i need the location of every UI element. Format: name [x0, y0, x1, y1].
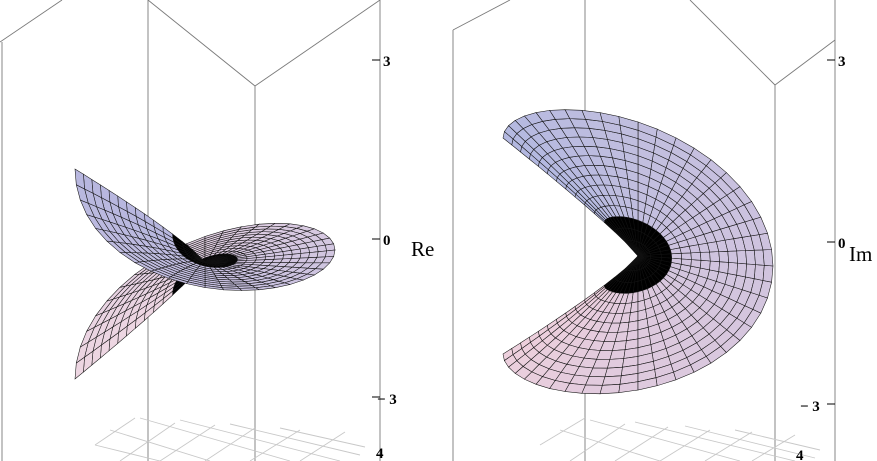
tick-label-4: 4 — [796, 448, 804, 461]
z-axis-ticks-im: 3 0 − 3 4 — [796, 54, 846, 461]
bounding-box-im — [452, 0, 836, 461]
surface-re — [74, 168, 336, 380]
tick-label-3: 3 — [838, 54, 846, 70]
z-axis-ticks-re: 3 0 − 3 4 — [372, 54, 397, 461]
tick-label-4: 4 — [376, 446, 384, 461]
tick-label-0: 0 — [838, 236, 846, 252]
bounding-box-re — [0, 0, 381, 461]
panel-im: 3 0 − 3 4 Im — [452, 0, 872, 461]
tick-label-3: 3 — [383, 54, 391, 70]
tick-label-0: 0 — [383, 233, 391, 249]
tick-label-minus-3: − 3 — [377, 392, 397, 408]
axis-label-re: Re — [411, 237, 434, 261]
panel-re: 3 0 − 3 4 Re — [0, 0, 434, 461]
tick-label-minus-3: − 3 — [800, 399, 820, 415]
axis-label-im: Im — [849, 242, 872, 266]
floor-grid-re — [94, 417, 366, 461]
surface-im — [502, 109, 774, 395]
floor-grid-im — [539, 417, 821, 461]
